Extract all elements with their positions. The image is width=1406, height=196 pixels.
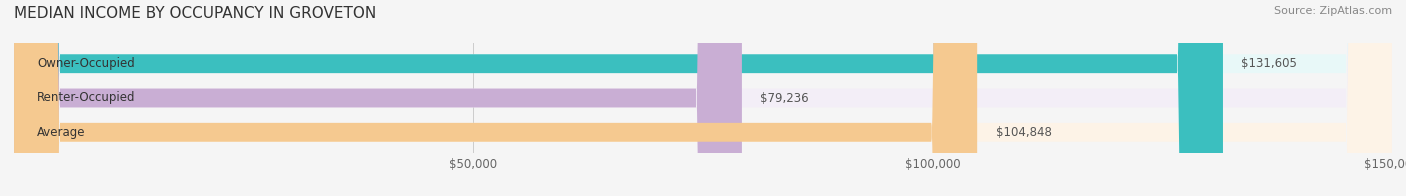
Text: $79,236: $79,236 — [761, 92, 808, 104]
Text: Owner-Occupied: Owner-Occupied — [37, 57, 135, 70]
FancyBboxPatch shape — [14, 0, 1223, 196]
FancyBboxPatch shape — [14, 0, 1392, 196]
Text: MEDIAN INCOME BY OCCUPANCY IN GROVETON: MEDIAN INCOME BY OCCUPANCY IN GROVETON — [14, 6, 377, 21]
Text: $104,848: $104,848 — [995, 126, 1052, 139]
FancyBboxPatch shape — [14, 0, 1392, 196]
FancyBboxPatch shape — [14, 0, 742, 196]
FancyBboxPatch shape — [14, 0, 1392, 196]
Text: Renter-Occupied: Renter-Occupied — [37, 92, 135, 104]
FancyBboxPatch shape — [14, 0, 977, 196]
Text: Source: ZipAtlas.com: Source: ZipAtlas.com — [1274, 6, 1392, 16]
Text: Average: Average — [37, 126, 86, 139]
Text: $131,605: $131,605 — [1241, 57, 1298, 70]
